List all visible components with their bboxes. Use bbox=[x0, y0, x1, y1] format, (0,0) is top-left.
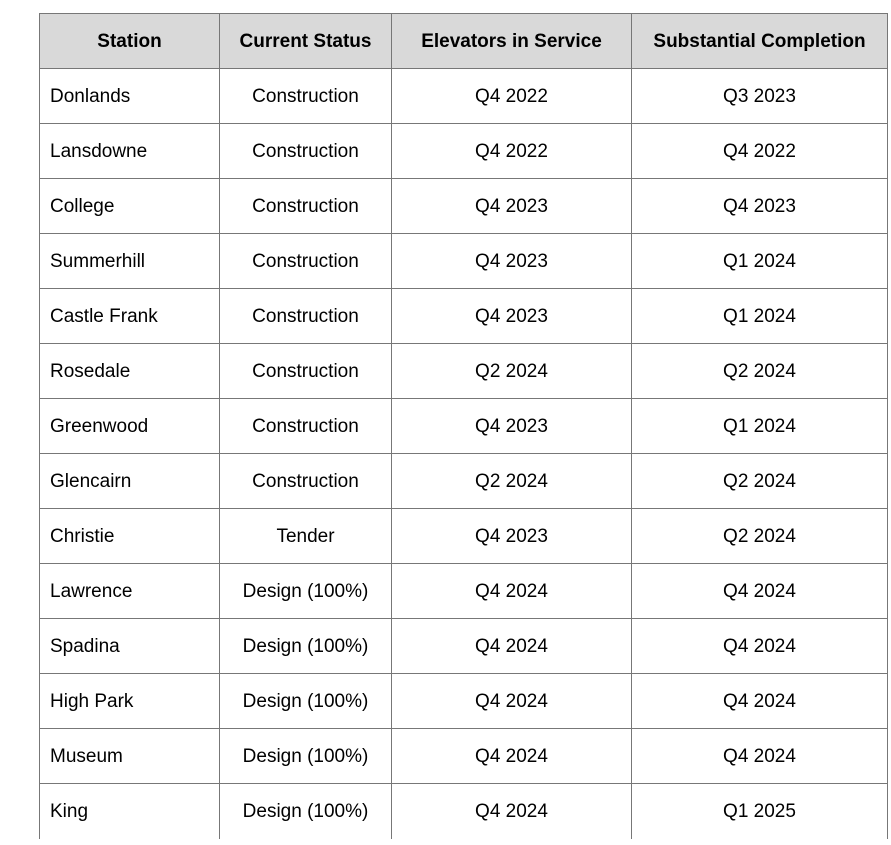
current-status-cell: Construction bbox=[219, 288, 392, 344]
station-cell: Rosedale bbox=[39, 343, 220, 399]
table-row: Castle Frank Construction Q4 2023 Q1 2024 bbox=[39, 288, 888, 344]
substantial-completion-cell: Q4 2024 bbox=[631, 563, 888, 619]
elevators-in-service-cell: Q4 2023 bbox=[391, 508, 632, 564]
table-row: High Park Design (100%) Q4 2024 Q4 2024 bbox=[39, 673, 888, 729]
table-row: College Construction Q4 2023 Q4 2023 bbox=[39, 178, 888, 234]
substantial-completion-cell: Q4 2022 bbox=[631, 123, 888, 179]
station-cell: Spadina bbox=[39, 618, 220, 674]
station-cell: Donlands bbox=[39, 68, 220, 124]
station-cell: College bbox=[39, 178, 220, 234]
current-status-cell: Construction bbox=[219, 68, 392, 124]
substantial-completion-cell: Q1 2024 bbox=[631, 288, 888, 344]
table-row: Donlands Construction Q4 2022 Q3 2023 bbox=[39, 68, 888, 124]
station-cell: Castle Frank bbox=[39, 288, 220, 344]
station-schedule-table-container: Station Current Status Elevators in Serv… bbox=[39, 13, 888, 839]
station-cell: Christie bbox=[39, 508, 220, 564]
current-status-cell: Construction bbox=[219, 123, 392, 179]
station-cell: Lansdowne bbox=[39, 123, 220, 179]
current-status-cell: Design (100%) bbox=[219, 783, 392, 839]
substantial-completion-cell: Q1 2025 bbox=[631, 783, 888, 839]
elevators-in-service-cell: Q4 2023 bbox=[391, 233, 632, 289]
current-status-cell: Design (100%) bbox=[219, 673, 392, 729]
table-row: Greenwood Construction Q4 2023 Q1 2024 bbox=[39, 398, 888, 454]
station-cell: Lawrence bbox=[39, 563, 220, 619]
elevators-in-service-cell: Q4 2023 bbox=[391, 288, 632, 344]
station-cell: Museum bbox=[39, 728, 220, 784]
elevators-in-service-cell: Q4 2023 bbox=[391, 178, 632, 234]
current-status-cell: Design (100%) bbox=[219, 618, 392, 674]
substantial-completion-cell: Q1 2024 bbox=[631, 398, 888, 454]
station-schedule-table: Station Current Status Elevators in Serv… bbox=[39, 13, 888, 839]
current-status-cell: Construction bbox=[219, 343, 392, 399]
table-row: Rosedale Construction Q2 2024 Q2 2024 bbox=[39, 343, 888, 399]
elevators-in-service-cell: Q4 2024 bbox=[391, 728, 632, 784]
station-cell: King bbox=[39, 783, 220, 839]
substantial-completion-cell: Q3 2023 bbox=[631, 68, 888, 124]
current-status-cell: Construction bbox=[219, 453, 392, 509]
table-row: Lansdowne Construction Q4 2022 Q4 2022 bbox=[39, 123, 888, 179]
elevators-in-service-cell: Q2 2024 bbox=[391, 453, 632, 509]
substantial-completion-cell: Q2 2024 bbox=[631, 508, 888, 564]
station-cell: High Park bbox=[39, 673, 220, 729]
elevators-in-service-cell: Q4 2022 bbox=[391, 123, 632, 179]
column-header-station: Station bbox=[39, 13, 220, 69]
column-header-elevators-in-service: Elevators in Service bbox=[391, 13, 632, 69]
table-row: Lawrence Design (100%) Q4 2024 Q4 2024 bbox=[39, 563, 888, 619]
elevators-in-service-cell: Q4 2022 bbox=[391, 68, 632, 124]
station-cell: Glencairn bbox=[39, 453, 220, 509]
substantial-completion-cell: Q4 2024 bbox=[631, 673, 888, 729]
table-header-row: Station Current Status Elevators in Serv… bbox=[39, 13, 888, 69]
current-status-cell: Construction bbox=[219, 178, 392, 234]
current-status-cell: Design (100%) bbox=[219, 563, 392, 619]
elevators-in-service-cell: Q4 2024 bbox=[391, 673, 632, 729]
column-header-substantial-completion: Substantial Completion bbox=[631, 13, 888, 69]
column-header-current-status: Current Status bbox=[219, 13, 392, 69]
current-status-cell: Tender bbox=[219, 508, 392, 564]
table-row: King Design (100%) Q4 2024 Q1 2025 bbox=[39, 783, 888, 839]
table-row: Glencairn Construction Q2 2024 Q2 2024 bbox=[39, 453, 888, 509]
elevators-in-service-cell: Q2 2024 bbox=[391, 343, 632, 399]
current-status-cell: Construction bbox=[219, 233, 392, 289]
table-body: Donlands Construction Q4 2022 Q3 2023 Lansdo… bbox=[39, 68, 888, 839]
current-status-cell: Design (100%) bbox=[219, 728, 392, 784]
table-row: Summerhill Construction Q4 2023 Q1 2024 bbox=[39, 233, 888, 289]
table-row: Museum Design (100%) Q4 2024 Q4 2024 bbox=[39, 728, 888, 784]
substantial-completion-cell: Q4 2024 bbox=[631, 728, 888, 784]
substantial-completion-cell: Q1 2024 bbox=[631, 233, 888, 289]
substantial-completion-cell: Q4 2024 bbox=[631, 618, 888, 674]
station-cell: Summerhill bbox=[39, 233, 220, 289]
table-row: Christie Tender Q4 2023 Q2 2024 bbox=[39, 508, 888, 564]
substantial-completion-cell: Q2 2024 bbox=[631, 343, 888, 399]
station-cell: Greenwood bbox=[39, 398, 220, 454]
elevators-in-service-cell: Q4 2024 bbox=[391, 618, 632, 674]
elevators-in-service-cell: Q4 2024 bbox=[391, 563, 632, 619]
table-row: Spadina Design (100%) Q4 2024 Q4 2024 bbox=[39, 618, 888, 674]
substantial-completion-cell: Q2 2024 bbox=[631, 453, 888, 509]
current-status-cell: Construction bbox=[219, 398, 392, 454]
elevators-in-service-cell: Q4 2024 bbox=[391, 783, 632, 839]
elevators-in-service-cell: Q4 2023 bbox=[391, 398, 632, 454]
substantial-completion-cell: Q4 2023 bbox=[631, 178, 888, 234]
